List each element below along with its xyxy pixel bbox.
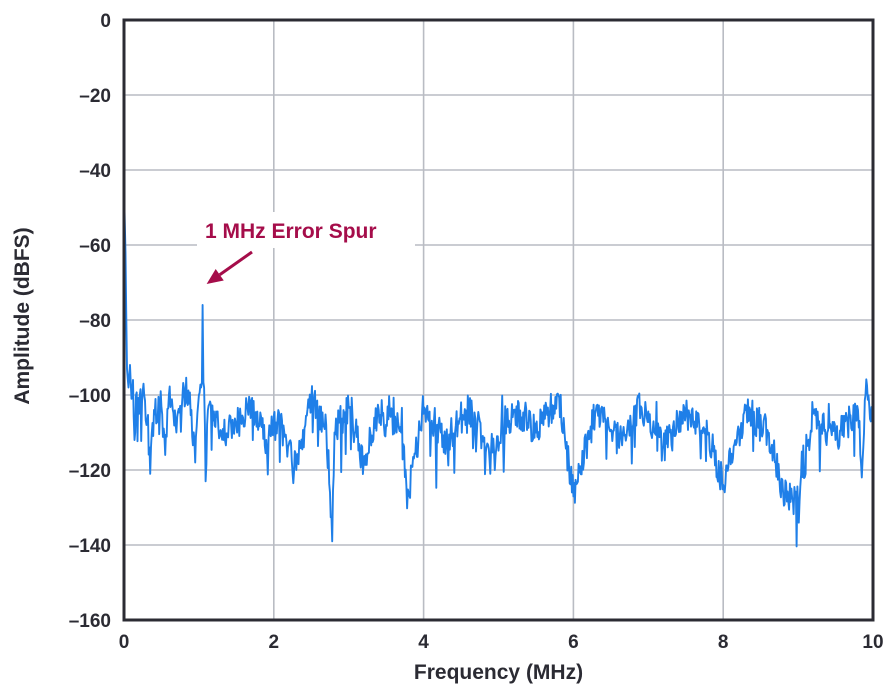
x-tick-label: 10 bbox=[862, 632, 883, 653]
y-tick-label: –100 bbox=[69, 386, 111, 407]
x-tick-label: 0 bbox=[119, 632, 130, 653]
plot-frame bbox=[122, 18, 875, 622]
x-axis-ticks: 0 2 4 6 8 10 bbox=[119, 632, 884, 653]
annotation-label-background bbox=[197, 212, 415, 248]
y-tick-label: –40 bbox=[79, 161, 111, 182]
y-tick-label: –160 bbox=[69, 611, 111, 632]
annotation-label: 1 MHz Error Spur bbox=[205, 220, 377, 243]
trace-layer bbox=[123, 184, 874, 548]
y-tick-label: –80 bbox=[79, 311, 111, 332]
grid bbox=[124, 20, 873, 620]
x-tick-label: 4 bbox=[418, 632, 429, 653]
y-tick-label: –20 bbox=[79, 86, 111, 107]
y-tick-label: 0 bbox=[100, 11, 111, 32]
x-tick-label: 6 bbox=[568, 632, 579, 653]
y-tick-label: –60 bbox=[79, 236, 111, 257]
y-tick-label: –140 bbox=[69, 536, 111, 557]
y-tick-label: –120 bbox=[69, 461, 111, 482]
y-axis-ticks: 0 –20 –40 –60 –80 –100 –120 –140 –160 bbox=[69, 11, 111, 632]
spectrum-trace bbox=[123, 184, 874, 548]
annotation-arrow-shaft bbox=[218, 250, 253, 277]
annotation-arrow-head bbox=[206, 269, 224, 284]
x-tick-label: 2 bbox=[269, 632, 280, 653]
y-axis-title: Amplitude (dBFS) bbox=[11, 227, 34, 404]
annotation-layer: 1 MHz Error Spur bbox=[197, 212, 415, 284]
x-axis-title: Frequency (MHz) bbox=[414, 661, 583, 684]
x-tick-label: 8 bbox=[718, 632, 729, 653]
